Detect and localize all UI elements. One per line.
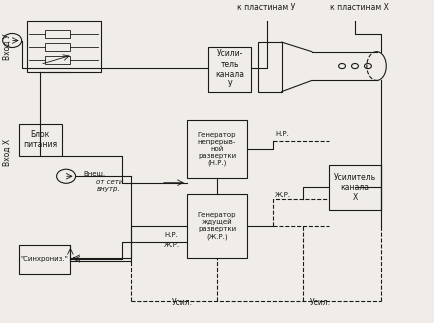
Text: от сети: от сети [96, 179, 124, 185]
Text: внутр.: внутр. [96, 186, 120, 192]
Text: Усил.: Усил. [310, 298, 331, 307]
Text: Усили-
тель
канала
У: Усили- тель канала У [215, 49, 244, 89]
Text: Вход Х: Вход Х [3, 139, 12, 166]
Text: Вход У: Вход У [3, 34, 12, 60]
Text: к пластинам Х: к пластинам Х [330, 3, 389, 12]
Text: Н.Р.: Н.Р. [165, 232, 179, 238]
Text: Внеш.: Внеш. [83, 171, 105, 177]
Text: Генератор
ждущей
развертки
(Ж.Р.): Генератор ждущей развертки (Ж.Р.) [198, 212, 236, 240]
Text: Ж.Р.: Ж.Р. [275, 192, 291, 198]
Text: Генератор
непрерыв-
ной
развертки
(Н.Р.): Генератор непрерыв- ной развертки (Н.Р.) [198, 132, 236, 166]
Text: Н.Р.: Н.Р. [275, 131, 289, 137]
Text: к пластинам У: к пластинам У [237, 3, 296, 12]
Text: Ж.Р.: Ж.Р. [164, 242, 180, 247]
Text: Усил.: Усил. [172, 298, 193, 307]
Text: Блок
питания: Блок питания [23, 130, 57, 149]
Text: "Синхрониз.": "Синхрониз." [20, 256, 69, 262]
Text: Усилитель
канала
X: Усилитель канала X [334, 172, 376, 202]
